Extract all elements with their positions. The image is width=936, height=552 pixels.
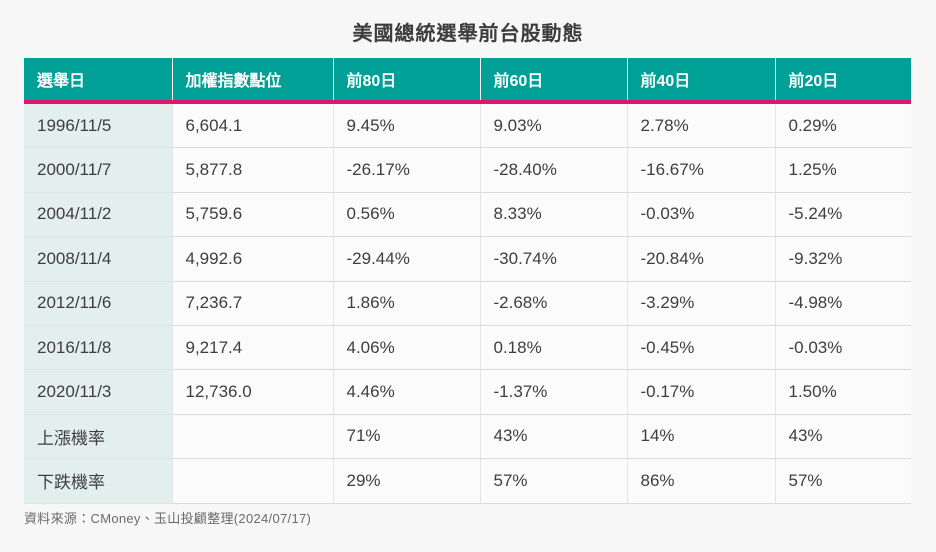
value-cell: 0.29% [774,102,911,149]
value-cell: 7,236.7 [171,281,333,326]
value-cell: 29% [332,458,480,504]
table-body: 1996/11/5 6,604.1 9.45% 9.03% 2.78% 0.29% 2000… [24,102,911,504]
value-cell: 5,877.8 [171,147,333,193]
value-cell: 8.33% [479,192,627,238]
value-cell: -3.29% [626,281,775,326]
value-cell: -28.40% [479,147,627,193]
table-row: 2000/11/7 5,877.8 -26.17% -28.40% -16.67% 1.2… [24,147,911,193]
value-cell: -26.17% [332,147,480,193]
value-cell [171,458,333,504]
value-cell: 4.46% [332,369,480,415]
row-label-cell: 1996/11/5 [24,102,172,149]
value-cell: 57% [774,458,911,504]
row-label-cell: 2008/11/4 [24,236,172,282]
table-row: 2012/11/6 7,236.7 1.86% -2.68% -3.29% -4.98% [24,281,911,326]
value-cell: 1.25% [774,147,911,193]
table-row: 1996/11/5 6,604.1 9.45% 9.03% 2.78% 0.29% [24,102,911,149]
value-cell: -0.03% [626,192,775,238]
value-cell: -30.74% [479,236,627,282]
value-cell: -5.24% [774,192,911,238]
table-row: 2004/11/2 5,759.6 0.56% 8.33% -0.03% -5.24% [24,192,911,238]
value-cell: 57% [479,458,627,504]
election-stock-table: 選舉日 加權指數點位 前80日 前60日 前40日 前20日 1996/11/5 6,604… [24,58,911,504]
value-cell: -2.68% [479,281,627,326]
value-cell: -0.03% [774,325,911,371]
value-cell: 9,217.4 [171,325,333,371]
value-cell: -0.45% [626,325,775,371]
column-header-1: 加權指數點位 [171,58,333,104]
table-row: 2008/11/4 4,992.6 -29.44% -30.74% -20.84% -9.… [24,236,911,282]
value-cell: -20.84% [626,236,775,282]
value-cell: 4.06% [332,325,480,371]
value-cell: 86% [626,458,775,504]
value-cell: 1.86% [332,281,480,326]
value-cell: 9.45% [332,102,480,149]
value-cell [171,414,333,460]
value-cell: -9.32% [774,236,911,282]
value-cell: 5,759.6 [171,192,333,238]
value-cell: 4,992.6 [171,236,333,282]
value-cell: 43% [479,414,627,460]
column-header-3: 前60日 [479,58,627,104]
row-label-cell: 2012/11/6 [24,281,172,326]
row-label-cell: 2016/11/8 [24,325,172,371]
column-header-2: 前80日 [332,58,480,104]
value-cell: -0.17% [626,369,775,415]
column-header-4: 前40日 [626,58,775,104]
source-note: 資料來源：CMoney、玉山投顧整理(2024/07/17) [24,511,312,526]
value-cell: -4.98% [774,281,911,326]
value-cell: 14% [626,414,775,460]
value-cell: 71% [332,414,480,460]
value-cell: -1.37% [479,369,627,415]
value-cell: 0.56% [332,192,480,238]
value-cell: -29.44% [332,236,480,282]
page-title: 美國總統選舉前台股動態 [352,23,584,45]
value-cell: 9.03% [479,102,627,149]
value-cell: -16.67% [626,147,775,193]
column-header-0: 選舉日 [24,58,172,104]
row-label-cell: 2020/11/3 [24,369,172,415]
value-cell: 0.18% [479,325,627,371]
value-cell: 6,604.1 [171,102,333,149]
table-row: 上漲機率 71% 43% 14% 43% [24,414,911,460]
table-row: 2016/11/8 9,217.4 4.06% 0.18% -0.45% -0.03% [24,325,911,371]
value-cell: 12,736.0 [171,369,333,415]
value-cell: 1.50% [774,369,911,415]
table-header-row: 選舉日 加權指數點位 前80日 前60日 前40日 前20日 [24,58,911,104]
column-header-5: 前20日 [774,58,911,104]
row-label-cell: 上漲機率 [24,414,172,460]
value-cell: 43% [774,414,911,460]
row-label-cell: 下跌機率 [24,458,172,504]
row-label-cell: 2000/11/7 [24,147,172,193]
table-row: 下跌機率 29% 57% 86% 57% [24,458,911,504]
table-header: 選舉日 加權指數點位 前80日 前60日 前40日 前20日 [24,58,911,104]
value-cell: 2.78% [626,102,775,149]
row-label-cell: 2004/11/2 [24,192,172,238]
table-row: 2020/11/3 12,736.0 4.46% -1.37% -0.17% 1.50% [24,369,911,415]
